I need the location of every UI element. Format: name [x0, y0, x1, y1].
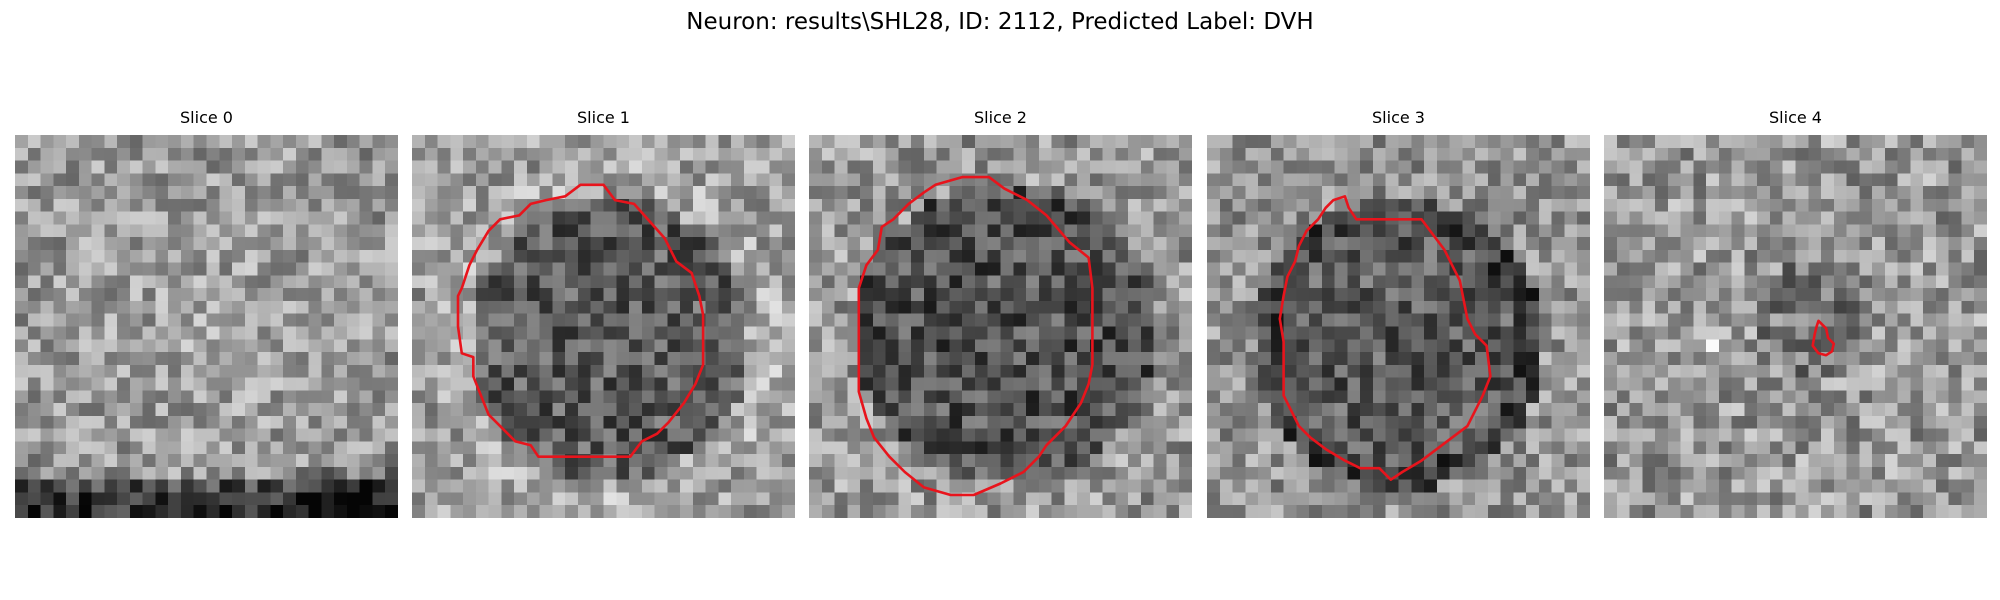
slice-title-2: Slice 2 [974, 108, 1027, 127]
roi-contour-2 [857, 175, 1094, 497]
slice-image-4 [1604, 135, 1987, 518]
roi-contour-1 [456, 183, 705, 459]
slice-title-4: Slice 4 [1769, 108, 1822, 127]
slice-title-1: Slice 1 [577, 108, 630, 127]
slice-image-1 [412, 135, 795, 518]
slice-panel-0: Slice 0 [15, 108, 398, 520]
roi-contour-3 [1278, 194, 1492, 482]
slice-panel-4: Slice 4 [1604, 108, 1987, 520]
slice-panel-2: Slice 2 [809, 108, 1192, 520]
slice-panel-3: Slice 3 [1207, 108, 1590, 520]
figure-title: Neuron: results\SHL28, ID: 2112, Predict… [686, 9, 1314, 35]
roi-contour-4 [1811, 319, 1836, 357]
slice-image-0 [15, 135, 398, 518]
slice-title-0: Slice 0 [180, 108, 233, 127]
slice-title-3: Slice 3 [1372, 108, 1425, 127]
slice-panel-1: Slice 1 [412, 108, 795, 520]
slice-image-2 [809, 135, 1192, 518]
slice-image-3 [1207, 135, 1590, 518]
